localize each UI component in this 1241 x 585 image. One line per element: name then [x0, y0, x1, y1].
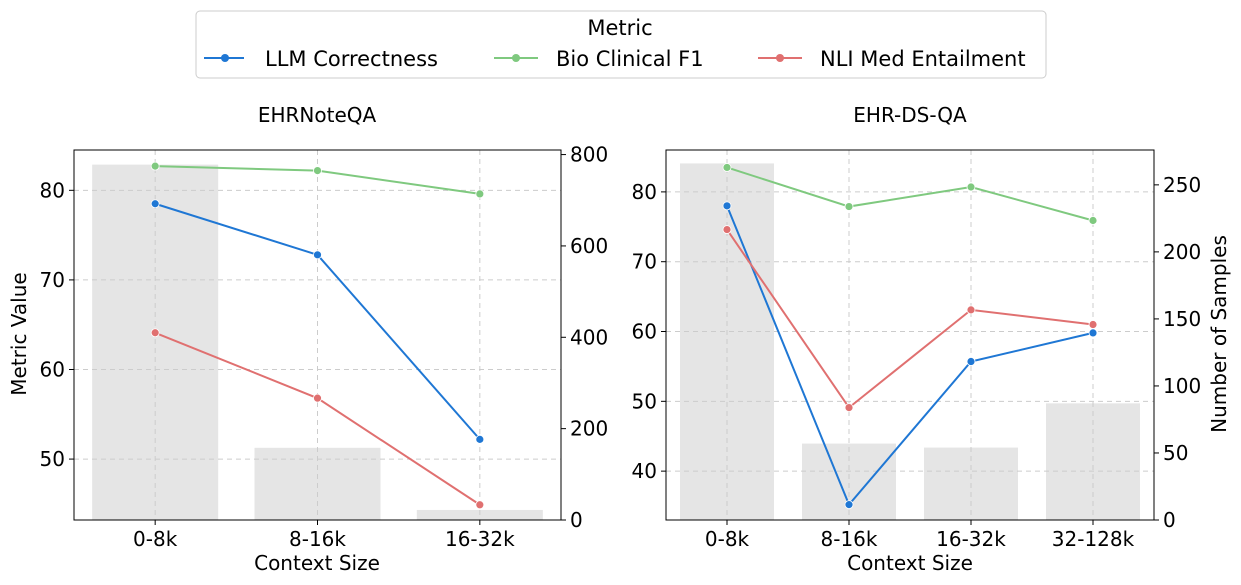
point-nli-med-entailment-16-32k: [475, 500, 485, 510]
chart-ehrnoteqa: EHRNoteQA Context Size Metric Value 50 60…: [7, 103, 608, 575]
y-tick-label: 40: [632, 459, 657, 483]
x-tick-label: 8-16k: [289, 527, 346, 551]
point-bio-clinical-f1-8-16k: [844, 202, 854, 211]
x-tick-label: 16-32k: [936, 527, 1006, 551]
legend-marker-llm: [221, 54, 229, 62]
point-nli-med-entailment-0-8k: [722, 225, 732, 234]
point-nli-med-entailment-0-8k: [150, 328, 160, 338]
legend-marker-nli: [776, 54, 784, 62]
y2-axis-label-ehr-ds-qa: Number of Samples: [1207, 235, 1231, 433]
y2-tick-label: 600: [570, 234, 608, 258]
y-axis-label-ehrnoteqa: Metric Value: [7, 272, 31, 395]
y2-tick-label: 150: [1163, 307, 1201, 331]
x-tick-label: 16-32k: [445, 527, 515, 551]
point-llm-correctness-8-16k: [313, 250, 322, 260]
series-line-llm-correctness: [726, 205, 1094, 507]
y-tick-label: 60: [632, 320, 657, 344]
chart-title-ehrnoteqa: EHRNoteQA: [258, 103, 377, 127]
point-bio-clinical-f1-16-32k: [966, 182, 976, 192]
legend-frame: [195, 10, 1047, 79]
point-bio-clinical-f1-16-32k: [475, 189, 485, 199]
y2-tick-label: 800: [570, 143, 608, 167]
x-tick-label: 0-8k: [133, 527, 178, 551]
y2-tick-label: 400: [570, 325, 608, 349]
y-tick-label: 60: [40, 357, 65, 381]
legend-entry-bio: Bio Clinical F1: [494, 47, 704, 71]
y2-tick-label: 200: [1163, 240, 1201, 264]
legend-label-llm: LLM Correctness: [265, 47, 438, 71]
y2-tick-label: 0: [1163, 508, 1176, 532]
legend-marker-bio: [512, 54, 520, 62]
series-line-nli-med-entailment: [726, 229, 1094, 410]
point-llm-correctness-16-32k: [475, 434, 485, 444]
x-tick-label: 8-16k: [821, 527, 878, 551]
point-bio-clinical-f1-32-128k: [1088, 216, 1098, 225]
y-tick-label: 80: [632, 180, 657, 204]
point-nli-med-entailment-32-128k: [1088, 320, 1098, 329]
y-tick-label: 50: [632, 389, 657, 413]
y2-tick-label: 0: [570, 508, 583, 532]
point-bio-clinical-f1-0-8k: [150, 161, 160, 171]
point-llm-correctness-0-8k: [722, 201, 732, 211]
point-nli-med-entailment-8-16k: [844, 403, 854, 413]
legend-entry-nli: NLI Med Entailment: [758, 47, 1026, 71]
chart-ehr-ds-qa: EHR-DS-QA Context Size Number of Samples…: [632, 103, 1231, 575]
legend-label-bio: Bio Clinical F1: [556, 47, 704, 71]
y-tick-label: 70: [632, 250, 657, 274]
point-bio-clinical-f1-8-16k: [313, 166, 322, 176]
x-tick-label: 0-8k: [705, 527, 750, 551]
x-axis-label-ehrnoteqa: Context Size: [254, 551, 380, 575]
y2-tick-label: 50: [1163, 441, 1188, 465]
x-axis-label-ehr-ds-qa: Context Size: [847, 551, 973, 575]
point-bio-clinical-f1-0-8k: [722, 163, 732, 172]
point-llm-correctness-16-32k: [966, 357, 976, 366]
point-llm-correctness-32-128k: [1088, 328, 1098, 338]
x-tick-label: 32-128k: [1052, 527, 1135, 551]
series-line-bio-clinical-f1: [726, 166, 1094, 222]
point-llm-correctness-0-8k: [150, 199, 160, 209]
y-tick-label: 80: [40, 178, 65, 202]
y-tick-label: 70: [40, 268, 65, 292]
y2-tick-label: 100: [1163, 374, 1201, 398]
y-tick-label: 50: [40, 447, 65, 471]
legend-entry-llm: LLM Correctness: [204, 47, 438, 71]
plot-frame: [665, 149, 1155, 521]
legend: Metric LLM Correctness Bio Clinical F1 N…: [195, 10, 1047, 79]
point-llm-correctness-8-16k: [844, 500, 854, 510]
point-nli-med-entailment-8-16k: [313, 393, 322, 403]
y2-tick-label: 250: [1163, 173, 1201, 197]
chart-title-ehr-ds-qa: EHR-DS-QA: [853, 103, 967, 127]
y2-tick-label: 200: [570, 417, 608, 441]
legend-title: Metric: [587, 16, 652, 40]
point-nli-med-entailment-16-32k: [966, 305, 976, 315]
legend-label-nli: NLI Med Entailment: [820, 47, 1026, 71]
